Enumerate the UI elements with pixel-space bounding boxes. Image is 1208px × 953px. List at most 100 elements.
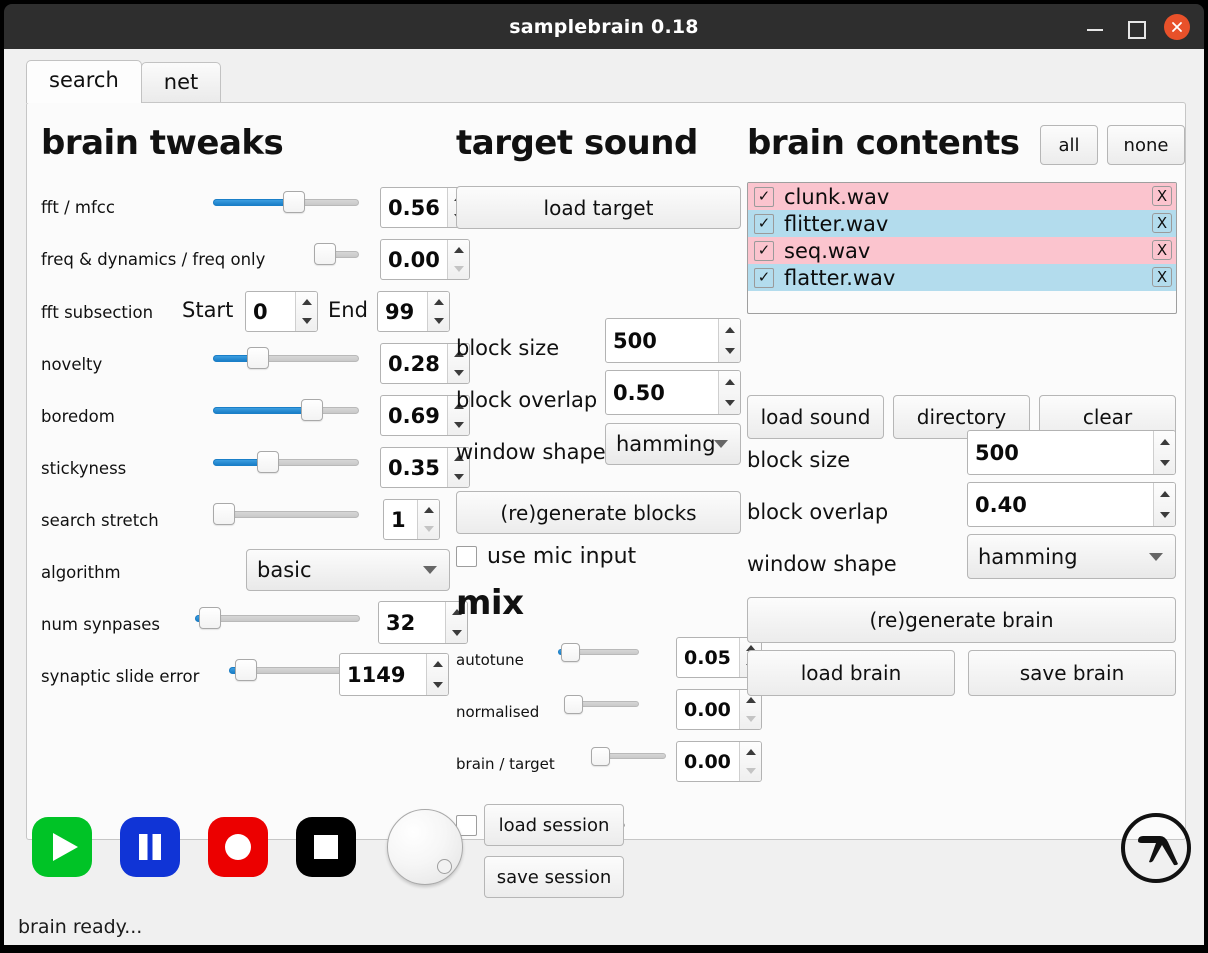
spin-down-icon[interactable] xyxy=(448,260,469,280)
slider-handle[interactable] xyxy=(213,503,235,525)
spin-arrows[interactable] xyxy=(447,240,469,279)
spin-down-icon[interactable] xyxy=(427,675,448,696)
save-session-button[interactable]: save session xyxy=(484,856,624,898)
use-mic-input-checkbox-row[interactable]: use mic input xyxy=(456,544,636,569)
spin-up-icon[interactable] xyxy=(448,240,469,260)
pause-button[interactable] xyxy=(120,817,180,877)
slider-synaptic-slide-error[interactable] xyxy=(229,659,359,681)
spin-arrows[interactable] xyxy=(447,344,469,383)
load-brain-button[interactable]: load brain xyxy=(747,650,955,696)
play-button[interactable] xyxy=(32,817,92,877)
file-checkbox[interactable]: ✓ xyxy=(754,267,774,288)
volume-knob[interactable] xyxy=(387,809,463,885)
spin-boredom[interactable]: 0.69 xyxy=(380,395,470,436)
slider-autotune[interactable] xyxy=(558,643,639,662)
slider-handle[interactable] xyxy=(199,607,221,629)
delete-file-button[interactable]: X xyxy=(1152,267,1172,287)
spin-down-icon[interactable] xyxy=(719,393,740,415)
delete-file-button[interactable]: X xyxy=(1152,213,1172,233)
spin-up-icon[interactable] xyxy=(719,371,740,393)
spin-arrows[interactable] xyxy=(295,292,317,331)
spin-arrows[interactable] xyxy=(739,742,761,781)
delete-file-button[interactable]: X xyxy=(1152,186,1172,206)
slider-handle[interactable] xyxy=(301,399,323,421)
load-session-button[interactable]: load session xyxy=(484,804,624,846)
use-mic-input-checkbox[interactable] xyxy=(456,546,477,567)
close-icon[interactable] xyxy=(1164,13,1190,40)
spin-arrows[interactable] xyxy=(447,448,469,487)
spin-brain-block-size[interactable]: 500 xyxy=(967,430,1176,475)
file-checkbox[interactable]: ✓ xyxy=(754,186,774,207)
spin-brain-block-overlap[interactable]: 0.40 xyxy=(967,482,1176,527)
spin-target-block-size[interactable]: 500 xyxy=(605,318,741,363)
minimize-icon[interactable] xyxy=(1084,16,1106,38)
regenerate-brain-button[interactable]: (re)generate brain xyxy=(747,597,1176,643)
tab-search[interactable]: search xyxy=(26,60,142,103)
load-target-button[interactable]: load target xyxy=(456,186,741,229)
slider-boredom[interactable] xyxy=(213,399,359,421)
slider-normalised[interactable] xyxy=(564,695,639,714)
tab-net[interactable]: net xyxy=(140,62,222,103)
spin-down-icon[interactable] xyxy=(719,341,740,363)
file-checkbox[interactable]: ✓ xyxy=(754,240,774,261)
spin-target-block-overlap[interactable]: 0.50 xyxy=(605,370,741,415)
spin-arrows[interactable] xyxy=(426,654,448,695)
list-item[interactable]: ✓ flatter.wav X xyxy=(748,264,1176,291)
spin-up-icon[interactable] xyxy=(1154,431,1175,453)
spin-arrows[interactable] xyxy=(1153,431,1175,474)
spin-arrows[interactable] xyxy=(427,292,449,331)
slider-fft-mfcc[interactable] xyxy=(213,191,359,213)
spin-arrows[interactable] xyxy=(417,500,439,539)
slider-handle[interactable] xyxy=(247,347,269,369)
slider-handle[interactable] xyxy=(561,643,580,662)
select-all-button[interactable]: all xyxy=(1040,125,1098,165)
spin-down-icon[interactable] xyxy=(1154,453,1175,475)
list-item[interactable]: ✓ seq.wav X xyxy=(748,237,1176,264)
slider-handle[interactable] xyxy=(257,451,279,473)
slider-handle[interactable] xyxy=(314,243,336,265)
slider-novelty[interactable] xyxy=(213,347,359,369)
delete-file-button[interactable]: X xyxy=(1152,240,1172,260)
spin-down-icon[interactable] xyxy=(448,364,469,384)
spin-subsection-end[interactable]: 99 xyxy=(377,291,450,332)
spin-stickyness[interactable]: 0.35 xyxy=(380,447,470,488)
spin-brain-target[interactable]: 0.00 xyxy=(676,741,762,782)
regenerate-blocks-button[interactable]: (re)generate blocks xyxy=(456,491,741,534)
brain-contents-list[interactable]: ✓ clunk.wav X ✓ flitter.wav X ✓ seq.wav … xyxy=(747,182,1177,314)
select-none-button[interactable]: none xyxy=(1107,125,1185,165)
slider-brain-target[interactable] xyxy=(591,747,666,766)
slider-handle[interactable] xyxy=(591,747,610,766)
list-item[interactable]: ✓ clunk.wav X xyxy=(748,183,1176,210)
spin-down-icon[interactable] xyxy=(296,312,317,332)
spin-up-icon[interactable] xyxy=(296,292,317,312)
slider-stickyness[interactable] xyxy=(213,451,359,473)
spin-normalised[interactable]: 0.00 xyxy=(676,689,762,730)
stop-button[interactable] xyxy=(296,817,356,877)
spin-down-icon[interactable] xyxy=(448,416,469,436)
spin-down-icon[interactable] xyxy=(740,710,761,730)
spin-down-icon[interactable] xyxy=(428,312,449,332)
spin-synaptic-slide-error[interactable]: 1149 xyxy=(339,653,449,696)
spin-freq-dynamics[interactable]: 0.00 xyxy=(380,239,470,280)
slider-handle[interactable] xyxy=(283,191,305,213)
slider-search-stretch[interactable] xyxy=(213,503,359,525)
file-checkbox[interactable]: ✓ xyxy=(754,213,774,234)
combo-brain-window-shape[interactable]: hamming xyxy=(967,534,1176,579)
spin-up-icon[interactable] xyxy=(428,292,449,312)
spin-arrows[interactable] xyxy=(447,396,469,435)
spin-arrows[interactable] xyxy=(445,602,467,643)
spin-arrows[interactable] xyxy=(739,690,761,729)
list-item[interactable]: ✓ flitter.wav X xyxy=(748,210,1176,237)
slider-handle[interactable] xyxy=(235,659,257,681)
spin-subsection-start[interactable]: 0 xyxy=(245,291,318,332)
combo-algorithm[interactable]: basic xyxy=(246,549,450,591)
slider-freq-dynamics[interactable] xyxy=(314,243,359,265)
spin-up-icon[interactable] xyxy=(740,742,761,762)
spin-down-icon[interactable] xyxy=(418,520,439,540)
spin-up-icon[interactable] xyxy=(427,654,448,675)
spin-arrows[interactable] xyxy=(718,371,740,414)
load-sound-button[interactable]: load sound xyxy=(747,395,884,439)
spin-up-icon[interactable] xyxy=(719,319,740,341)
spin-search-stretch[interactable]: 1 xyxy=(383,499,440,540)
slider-num-synpases[interactable] xyxy=(195,607,360,629)
